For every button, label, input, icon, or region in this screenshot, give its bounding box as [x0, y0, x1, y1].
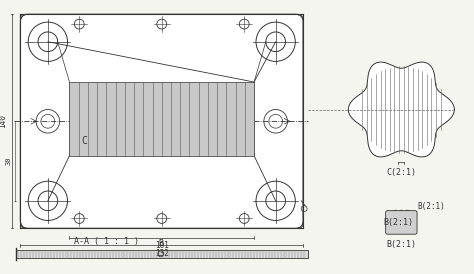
Polygon shape: [348, 62, 455, 157]
Text: 30: 30: [6, 157, 11, 165]
Text: B: B: [158, 239, 163, 248]
Text: B(2:1): B(2:1): [417, 202, 445, 211]
Bar: [70, 82, 254, 156]
FancyBboxPatch shape: [386, 211, 417, 234]
Text: A-A ( 1 : 1 ): A-A ( 1 : 1 ): [74, 237, 139, 246]
Text: 101: 101: [155, 241, 169, 250]
Text: 132: 132: [155, 249, 169, 258]
Text: 140: 140: [0, 114, 8, 128]
Bar: [17, 250, 308, 258]
Text: B(2:1): B(2:1): [386, 240, 416, 249]
FancyBboxPatch shape: [20, 14, 303, 228]
Text: C(2:1): C(2:1): [386, 169, 416, 178]
Text: C: C: [81, 136, 87, 146]
Text: B(2:1): B(2:1): [383, 218, 414, 227]
